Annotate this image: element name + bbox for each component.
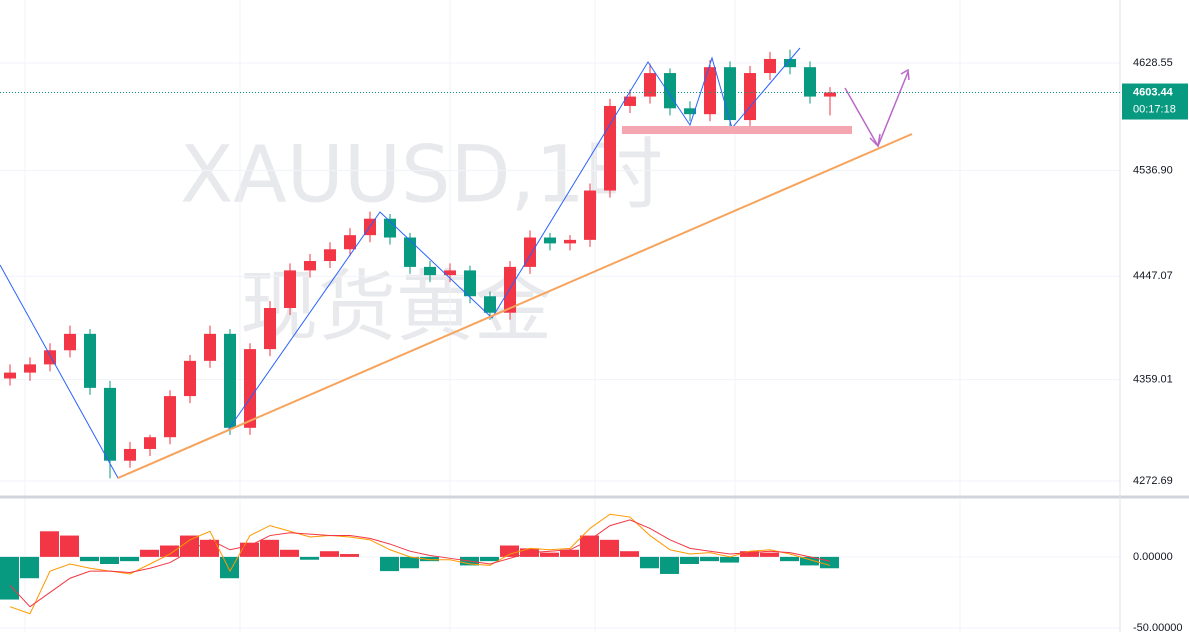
signal-line [9, 519, 831, 608]
candle-body [484, 296, 496, 313]
macd-hist [340, 554, 359, 557]
macd-hist [540, 552, 559, 557]
macd-hist [780, 556, 799, 562]
macd-hist [60, 535, 79, 557]
macd-hist [600, 539, 619, 557]
trendline [117, 133, 913, 479]
watermark: XAUUSD,1时 [180, 130, 663, 220]
macd-hist [80, 556, 99, 562]
macd-hist [720, 556, 739, 563]
macd-hist [120, 556, 139, 562]
macd-hist [680, 556, 699, 564]
candle-body [464, 270, 476, 297]
candle-body [104, 387, 116, 461]
macd-hist [0, 556, 19, 600]
macd-hist [420, 556, 439, 562]
candle-body [284, 270, 296, 308]
candle-body [184, 360, 196, 397]
macd-hist [140, 549, 159, 557]
candle-body [664, 73, 676, 109]
macd-hist [260, 539, 279, 557]
candle-body [24, 364, 36, 373]
macd-hist [280, 549, 299, 557]
candle-body [724, 67, 736, 121]
candle-body [164, 396, 176, 438]
macd-hist [320, 551, 339, 557]
candle-body [204, 333, 216, 361]
macd-hist [100, 556, 119, 564]
macd-hist [20, 556, 39, 579]
candle-body [544, 237, 556, 244]
candle-body [144, 437, 156, 449]
candle-body [84, 333, 96, 388]
macd-hist [700, 556, 719, 562]
macd-hist [200, 539, 219, 557]
candle-body [224, 333, 236, 428]
candle-body [304, 261, 316, 271]
macd-hist [620, 551, 639, 557]
candle-body [64, 333, 76, 351]
macd-hist [380, 556, 399, 572]
candle-body [704, 67, 716, 115]
candle-body [344, 235, 356, 250]
candle-body [824, 92, 836, 97]
y-tick-label: 4359.01 [1133, 374, 1173, 386]
arrow-head [900, 68, 910, 81]
macd-hist [640, 556, 659, 569]
candle-body [764, 58, 776, 74]
price-badge [1122, 83, 1188, 120]
macd-hist [560, 549, 579, 557]
candle-body [524, 237, 536, 267]
macd-hist [180, 535, 199, 557]
candle-body [744, 73, 756, 121]
candle-body [244, 349, 256, 428]
macd-hist [240, 542, 259, 557]
macd-hist [40, 531, 59, 557]
candle-body [564, 239, 576, 244]
candle-body [504, 266, 516, 313]
countdown: 00:17:18 [1133, 103, 1176, 115]
macd-hist [480, 556, 499, 562]
macd-hist [400, 556, 419, 569]
y-tick-label: 4272.69 [1133, 475, 1173, 487]
candle-body [424, 266, 436, 276]
candle-body [684, 108, 696, 115]
y-tick-label: -50.00000 [1133, 622, 1183, 632]
y-tick-label: 4447.07 [1133, 270, 1173, 282]
macd-hist [500, 545, 519, 557]
candle-body [624, 96, 636, 106]
y-tick-label: 0.00000 [1133, 551, 1173, 563]
macd-hist [740, 551, 759, 557]
candle-body [444, 270, 456, 276]
candle-body [384, 218, 396, 238]
candle-body [804, 67, 816, 97]
candle-body [324, 249, 336, 262]
macd-hist [220, 556, 239, 579]
last-price-label: 4603.44 [1133, 86, 1174, 98]
candle-body [584, 190, 596, 240]
support-zone [622, 126, 852, 134]
candle-body [604, 105, 616, 191]
projection-arrow [844, 71, 909, 148]
macd-hist [800, 556, 819, 566]
macd-line [9, 513, 831, 615]
macd-hist [820, 556, 839, 569]
macd-hist [760, 552, 779, 557]
arrow-head [869, 133, 881, 148]
candle-body [644, 73, 656, 97]
candle-body [264, 307, 276, 350]
candle-body [404, 237, 416, 267]
candle-body [4, 372, 16, 379]
macd-hist [660, 556, 679, 574]
y-tick-label: 4536.90 [1133, 165, 1173, 177]
macd-hist [580, 535, 599, 557]
y-tick-label: 4628.55 [1133, 57, 1173, 69]
candle-body [784, 58, 796, 68]
candle-body [124, 448, 136, 461]
macd-hist [300, 556, 319, 560]
macd-hist [160, 545, 179, 557]
